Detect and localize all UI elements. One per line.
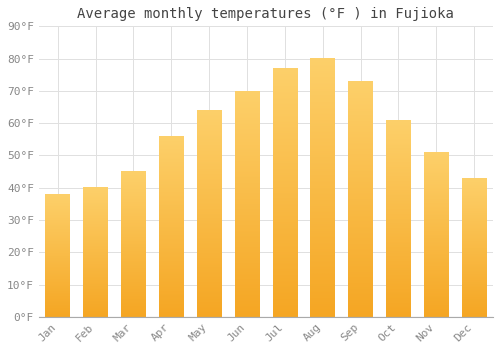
Title: Average monthly temperatures (°F ) in Fujioka: Average monthly temperatures (°F ) in Fu… <box>78 7 454 21</box>
